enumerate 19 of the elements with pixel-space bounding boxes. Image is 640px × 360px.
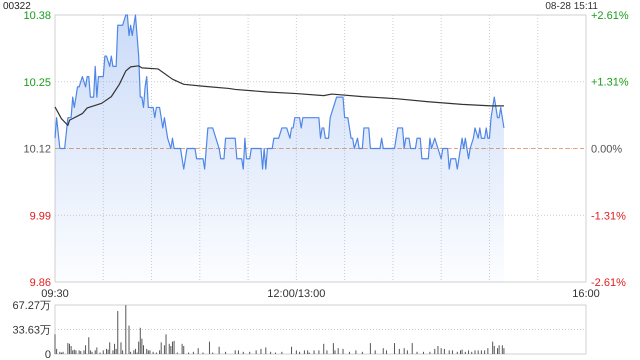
y2-tick-label: +1.31%	[591, 76, 629, 88]
y2-tick-label: -1.31%	[591, 210, 626, 223]
y2-tick-label: 0.00%	[591, 144, 622, 156]
y-tick-label: 0	[44, 349, 51, 360]
y-tick-label: 10.25	[23, 76, 51, 89]
y-tick-label: 10.38	[23, 10, 51, 22]
y2-tick-label: +2.61%	[591, 10, 629, 22]
text: 08-28 15:11	[545, 1, 598, 12]
x-tick-label: 16:00	[572, 288, 600, 300]
y-tick-label: 67.27万	[12, 300, 51, 312]
x-tick-label: 09:30	[41, 288, 69, 300]
y-tick-label: 9.86	[30, 277, 51, 289]
y-tick-label: 10.12	[23, 144, 51, 156]
y-tick-label: 9.99	[30, 210, 51, 222]
y-tick-label: 33.63万	[12, 324, 51, 337]
x-tick-label: 12:00/13:00	[267, 288, 326, 300]
chart-title: 00322	[3, 1, 32, 12]
line-series	[54, 65, 505, 126]
y2-tick-label: -2.61%	[591, 277, 626, 289]
